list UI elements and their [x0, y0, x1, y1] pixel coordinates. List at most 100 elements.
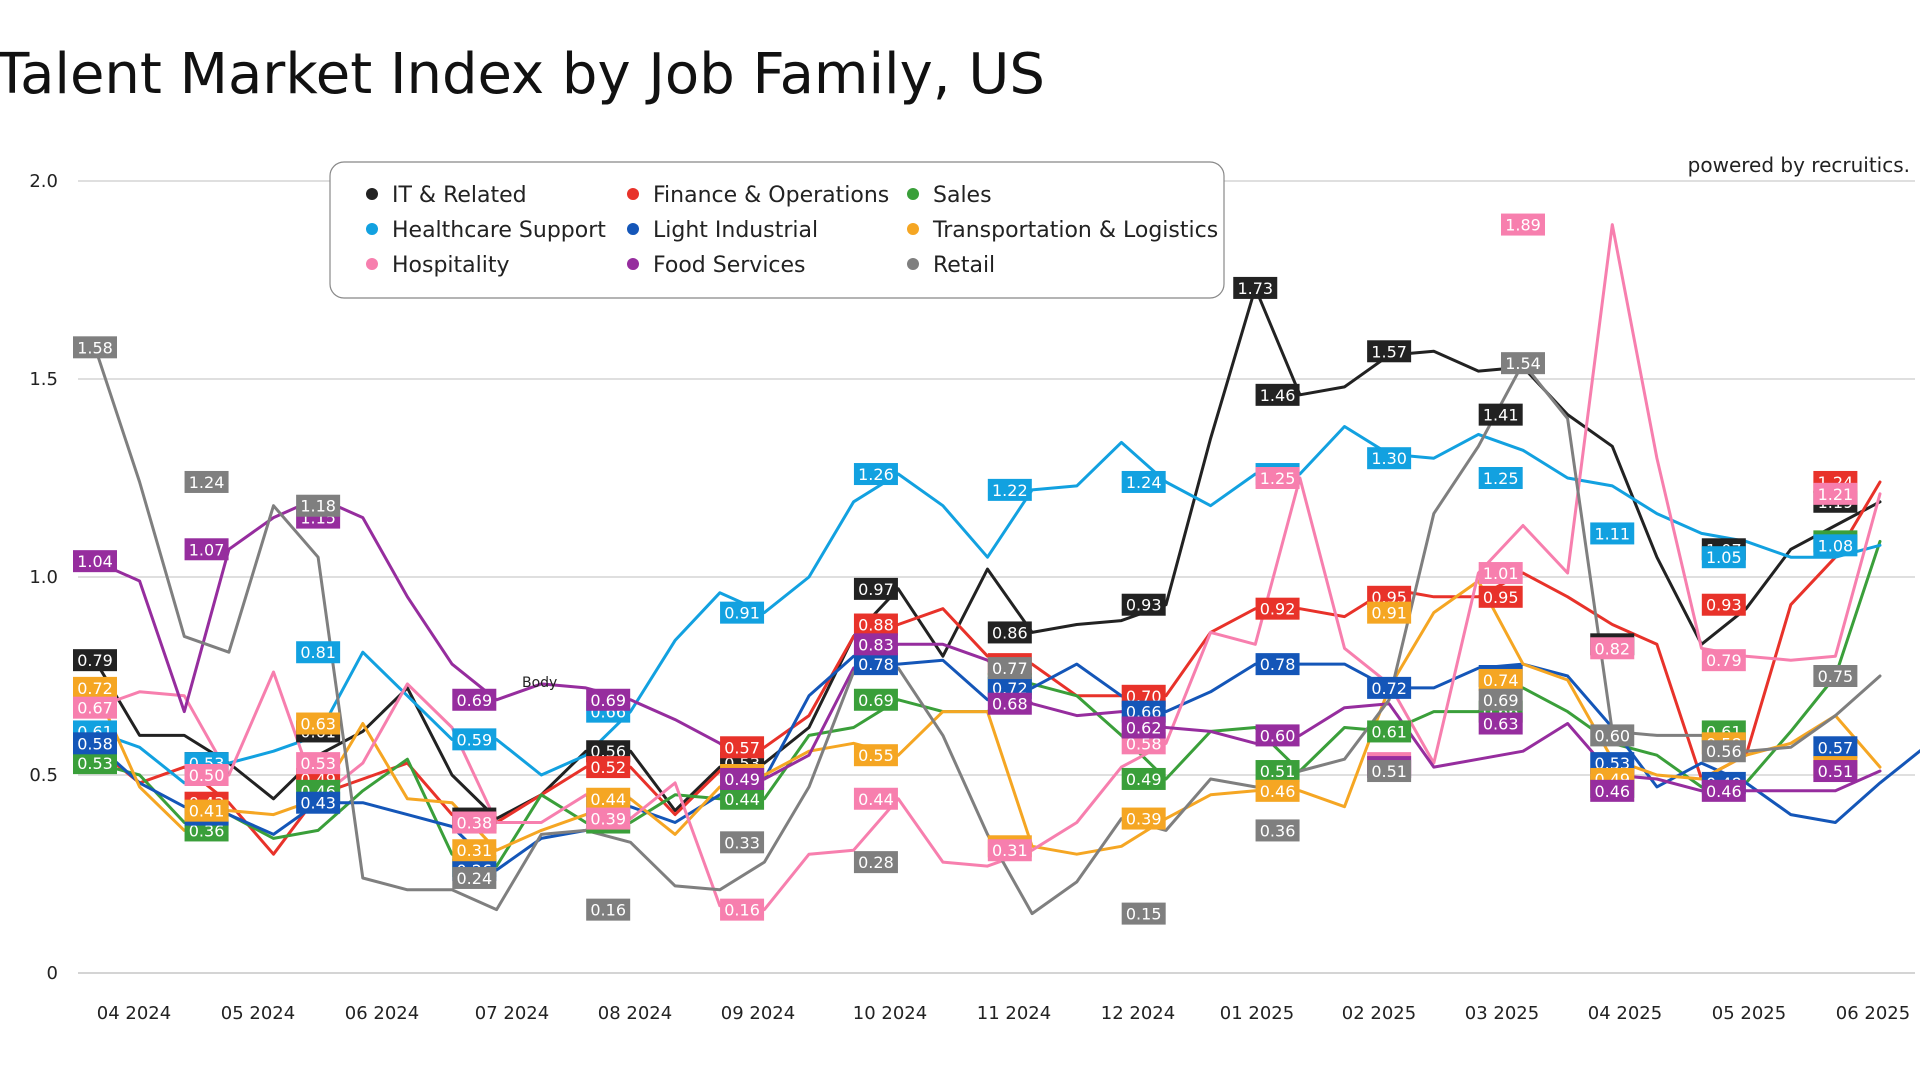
- data-label-text: 0.44: [858, 790, 894, 809]
- data-label-bg: [1701, 649, 1746, 672]
- legend-label: Light Industrial: [653, 218, 818, 243]
- data-label-bg: [1121, 902, 1166, 925]
- data-label: 0.69: [1478, 688, 1523, 711]
- data-label: 0.97: [853, 577, 898, 600]
- data-label-text: 0.36: [1260, 821, 1296, 840]
- data-label: 0.93: [1121, 593, 1166, 616]
- data-label-text: 1.25: [1260, 469, 1296, 488]
- data-label: 1.07: [184, 538, 229, 561]
- x-tick-label: 07 2024: [475, 1003, 549, 1024]
- data-label-text: 0.69: [1483, 691, 1519, 710]
- data-label-text: 0.60: [1260, 726, 1296, 745]
- data-label-bg: [1478, 403, 1523, 426]
- data-label-bg: [853, 613, 898, 636]
- data-label-bg: [987, 657, 1032, 680]
- data-label-text: 0.79: [77, 651, 113, 670]
- data-label-text: 0.68: [992, 695, 1028, 714]
- y-tick-label: 1.0: [29, 567, 58, 588]
- data-label: 0.51: [1367, 760, 1412, 783]
- data-label-text: 0.74: [1483, 671, 1519, 690]
- data-label-bg: [1813, 736, 1858, 759]
- data-label: 0.92: [1255, 597, 1300, 620]
- data-label-bg: [184, 799, 229, 822]
- data-label: 0.16: [586, 898, 631, 921]
- data-label: 0.53: [73, 752, 117, 775]
- data-label: 0.63: [296, 712, 341, 735]
- series-line: [93, 539, 1882, 868]
- legend-dot: [366, 223, 378, 235]
- data-label-bg: [586, 688, 631, 711]
- data-label: 0.36: [1255, 819, 1300, 842]
- data-label-text: 1.25: [1483, 469, 1519, 488]
- data-label: 1.25: [1478, 467, 1523, 489]
- data-label-bg: [1590, 779, 1635, 802]
- data-label-text: 0.44: [724, 790, 760, 809]
- data-label-text: 0.53: [300, 754, 336, 773]
- data-label-bg: [1121, 767, 1166, 790]
- data-label-bg: [720, 898, 765, 921]
- data-label-bg: [1121, 470, 1166, 493]
- data-label: 1.30: [1367, 447, 1412, 470]
- data-label-bg: [1255, 383, 1300, 406]
- data-label-text: 0.81: [300, 643, 336, 662]
- data-label-bg: [1255, 819, 1300, 842]
- data-label-text: 0.83: [858, 635, 894, 654]
- data-label-bg: [1813, 482, 1858, 505]
- data-label: 0.31: [452, 839, 497, 862]
- data-label-text: 0.58: [77, 734, 113, 753]
- data-label-bg: [1478, 688, 1523, 711]
- brand-watermark: powered by recruitics.: [1688, 153, 1910, 177]
- data-label-text: 1.73: [1237, 279, 1273, 298]
- data-label-bg: [296, 641, 341, 664]
- data-label-text: 0.38: [457, 814, 493, 833]
- data-label: 1.05: [1701, 546, 1746, 569]
- data-label: 1.54: [1501, 352, 1545, 375]
- legend-dot: [627, 188, 639, 200]
- data-label: 0.88: [853, 613, 898, 636]
- data-label: 0.60: [1590, 724, 1635, 747]
- data-label: 0.57: [1813, 736, 1858, 759]
- data-label-text: 0.57: [724, 738, 760, 757]
- data-label: 0.43: [296, 791, 341, 814]
- x-tick-label: 04 2024: [97, 1003, 171, 1024]
- data-label-bg: [1367, 720, 1412, 743]
- y-tick-label: 1.5: [29, 369, 58, 390]
- x-tick-label: 11 2024: [977, 1003, 1051, 1024]
- data-label-text: 0.77: [992, 659, 1028, 678]
- data-label: 1.22: [987, 478, 1032, 501]
- data-label: 0.91: [720, 601, 765, 624]
- data-label-bg: [1121, 593, 1166, 616]
- data-label-bg: [1255, 724, 1300, 747]
- data-label: 0.68: [987, 692, 1032, 715]
- data-label-text: 0.49: [724, 770, 760, 789]
- data-label-text: 0.67: [77, 699, 113, 718]
- data-label-bg: [1478, 467, 1523, 489]
- x-tick-label: 08 2024: [598, 1003, 672, 1024]
- data-label-text: 0.91: [1371, 604, 1407, 623]
- x-tick-label: 04 2025: [1588, 1003, 1662, 1024]
- data-label: 0.93: [1701, 593, 1746, 616]
- data-label-bg: [1121, 716, 1166, 739]
- data-label-text: 0.82: [1594, 639, 1630, 658]
- data-label-bg: [853, 851, 898, 874]
- data-label: 0.50: [184, 764, 229, 786]
- data-label-text: 1.11: [1594, 524, 1630, 543]
- data-label-text: 1.22: [992, 481, 1028, 500]
- data-label-text: 0.75: [1818, 667, 1854, 686]
- data-label-bg: [720, 787, 765, 810]
- data-label: 0.15: [1121, 902, 1166, 925]
- data-label: 0.39: [586, 807, 631, 830]
- data-label-bg: [1478, 585, 1523, 608]
- data-label-bg: [987, 478, 1032, 501]
- data-label-text: 0.55: [858, 746, 894, 765]
- data-label-bg: [853, 653, 898, 676]
- legend-label: IT & Related: [392, 183, 527, 208]
- data-label-text: 0.44: [590, 790, 626, 809]
- data-label: 0.91: [1367, 601, 1412, 624]
- data-label-bg: [1701, 740, 1746, 763]
- data-label-text: 0.59: [457, 730, 493, 749]
- data-label-bg: [296, 791, 341, 814]
- data-label: 1.73: [1233, 276, 1278, 299]
- data-label-text: 0.88: [858, 616, 894, 635]
- data-label-bg: [1255, 760, 1300, 783]
